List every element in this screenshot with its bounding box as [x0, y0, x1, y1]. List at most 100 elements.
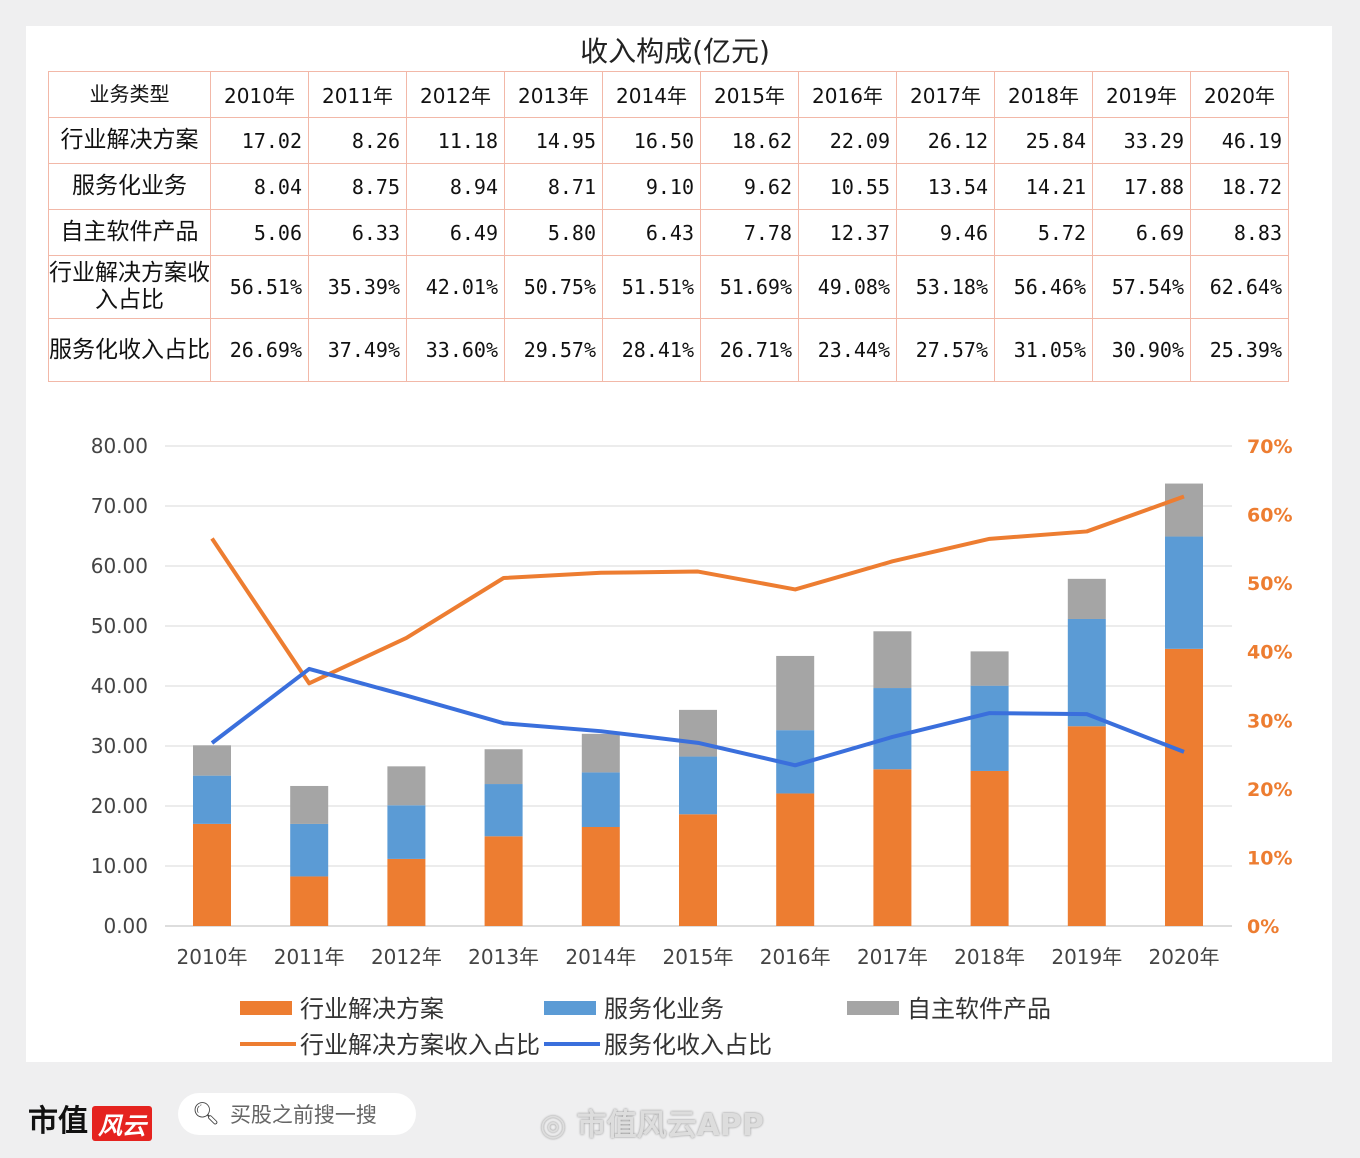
bar-segment: [484, 836, 523, 926]
search-box[interactable]: 🔍︎ 买股之前搜一搜: [178, 1093, 416, 1135]
table-cell: 18.72: [1190, 163, 1289, 210]
table-cell: 26.12: [896, 117, 995, 164]
table-cell: 56.46%: [994, 255, 1093, 319]
x-tick: 2013年: [468, 945, 539, 969]
table-cell: 11.18: [406, 117, 505, 164]
y-right-tick: 50%: [1247, 573, 1292, 595]
y-left-tick: 80.00: [91, 434, 148, 458]
row-label: 自主软件产品: [48, 209, 211, 256]
table-cell: 28.41%: [602, 318, 701, 382]
table-cell: 25.84: [994, 117, 1093, 164]
table-cell: 9.10: [602, 163, 701, 210]
table-cell: 31.05%: [994, 318, 1093, 382]
table-cell: 51.69%: [700, 255, 799, 319]
table-cell: 7.78: [700, 209, 799, 256]
y-right-tick: 70%: [1247, 436, 1292, 458]
bar-segment: [873, 769, 912, 926]
header-cell: 2017年: [896, 71, 995, 118]
x-tick: 2014年: [565, 945, 636, 969]
table-cell: 8.83: [1190, 209, 1289, 256]
table-cell: 13.54: [896, 163, 995, 210]
bar-segment: [970, 770, 1009, 926]
line-series: [210, 494, 1185, 686]
bar-segment: [387, 858, 426, 926]
table-cell: 6.69: [1092, 209, 1191, 256]
table-cell: 5.80: [504, 209, 603, 256]
bar-segment: [484, 749, 523, 785]
bar-segment: [290, 823, 329, 877]
bar-segment: [970, 685, 1009, 771]
data-table: 业务类型 2010年 2011年 2012年 2013年 2014年 2015年 2016年 2…: [48, 71, 1289, 382]
combo-chart: 0.00 10.00 20.00 30.00 40.00 50.00 60.00 70.00 8…: [91, 434, 1293, 1059]
y-left-tick: 30.00: [91, 734, 148, 758]
table-cell: 22.09: [798, 117, 897, 164]
bar-segment: [679, 814, 717, 926]
table-cell: 37.49%: [308, 318, 407, 382]
header-cell: 2013年: [504, 71, 603, 118]
table-cell: 26.69%: [210, 318, 309, 382]
bar-segment: [776, 793, 815, 926]
header-cell: 2014年: [602, 71, 701, 118]
search-placeholder: 买股之前搜一搜: [229, 1103, 377, 1127]
table-cell: 17.02: [210, 117, 309, 164]
row-label: 服务化收入占比: [48, 318, 211, 382]
table-cell: 56.51%: [210, 255, 309, 319]
y-right-tick: 20%: [1247, 779, 1292, 801]
table-cell: 51.51%: [602, 255, 701, 319]
table-cell: 57.54%: [1092, 255, 1191, 319]
bar-segment: [581, 827, 620, 926]
x-tick: 2011年: [274, 945, 345, 969]
table-row: 服务化收入占比 26.69% 37.49% 33.60% 29.57% 28.41% 26.…: [48, 318, 1289, 382]
bar-segment: [1165, 536, 1203, 649]
x-tick: 2017年: [857, 945, 928, 969]
y-left-tick: 70.00: [91, 494, 148, 518]
table-cell: 14.95: [504, 117, 603, 164]
table-header-row: 业务类型 2010年 2011年 2012年 2013年 2014年 2015年 2016年 2…: [48, 71, 1289, 118]
table-cell: 5.72: [994, 209, 1093, 256]
chart-title: 收入构成(亿元): [580, 35, 770, 68]
bar-segment: [193, 775, 231, 824]
bar-segment: [1165, 483, 1203, 537]
bar-segment: [581, 772, 620, 827]
legend-label: 自主软件产品: [907, 995, 1051, 1023]
header-cell: 2018年: [994, 71, 1093, 118]
legend-swatch: [240, 1001, 292, 1015]
bar-segment: [290, 876, 329, 926]
table-cell: 5.06: [210, 209, 309, 256]
bar-segment: [679, 709, 717, 757]
bar-segment: [1165, 648, 1203, 926]
bar-segment: [387, 805, 426, 859]
table-cell: 35.39%: [308, 255, 407, 319]
bar-segment: [970, 651, 1009, 686]
table-cell: 26.71%: [700, 318, 799, 382]
header-cell: 2016年: [798, 71, 897, 118]
x-tick: 2018年: [954, 945, 1025, 969]
y-left-tick: 50.00: [91, 614, 148, 638]
brand-logo: 市值 风云: [28, 1096, 152, 1141]
legend-label: 服务化业务: [604, 995, 724, 1023]
table-cell: 9.62: [700, 163, 799, 210]
table-row: 行业解决方案 17.02 8.26 11.18 14.95 16.50 18.62 22.09…: [48, 117, 1289, 164]
y-right-tick: 60%: [1247, 505, 1292, 527]
table-cell: 53.18%: [896, 255, 995, 319]
table-cell: 50.75%: [504, 255, 603, 319]
y-left-tick: 0.00: [103, 914, 148, 938]
search-icon: 🔍︎: [192, 1101, 220, 1127]
row-label: 行业解决方案收入占比: [48, 255, 211, 319]
bar-segment: [1067, 618, 1106, 727]
row-label: 服务化业务: [48, 163, 211, 210]
x-tick: 2016年: [760, 945, 831, 969]
table-cell: 6.43: [602, 209, 701, 256]
header-cell: 2019年: [1092, 71, 1191, 118]
y-left-tick: 20.00: [91, 794, 148, 818]
header-cell: 2011年: [308, 71, 407, 118]
x-tick: 2012年: [371, 945, 442, 969]
table-cell: 25.39%: [1190, 318, 1289, 382]
table-cell: 6.49: [406, 209, 505, 256]
bar-segment: [484, 784, 523, 837]
y-right-tick: 30%: [1247, 710, 1292, 732]
legend-label: 服务化收入占比: [604, 1031, 772, 1059]
table-cell: 33.60%: [406, 318, 505, 382]
table-cell: 6.33: [308, 209, 407, 256]
y-right-tick: 40%: [1247, 642, 1292, 664]
